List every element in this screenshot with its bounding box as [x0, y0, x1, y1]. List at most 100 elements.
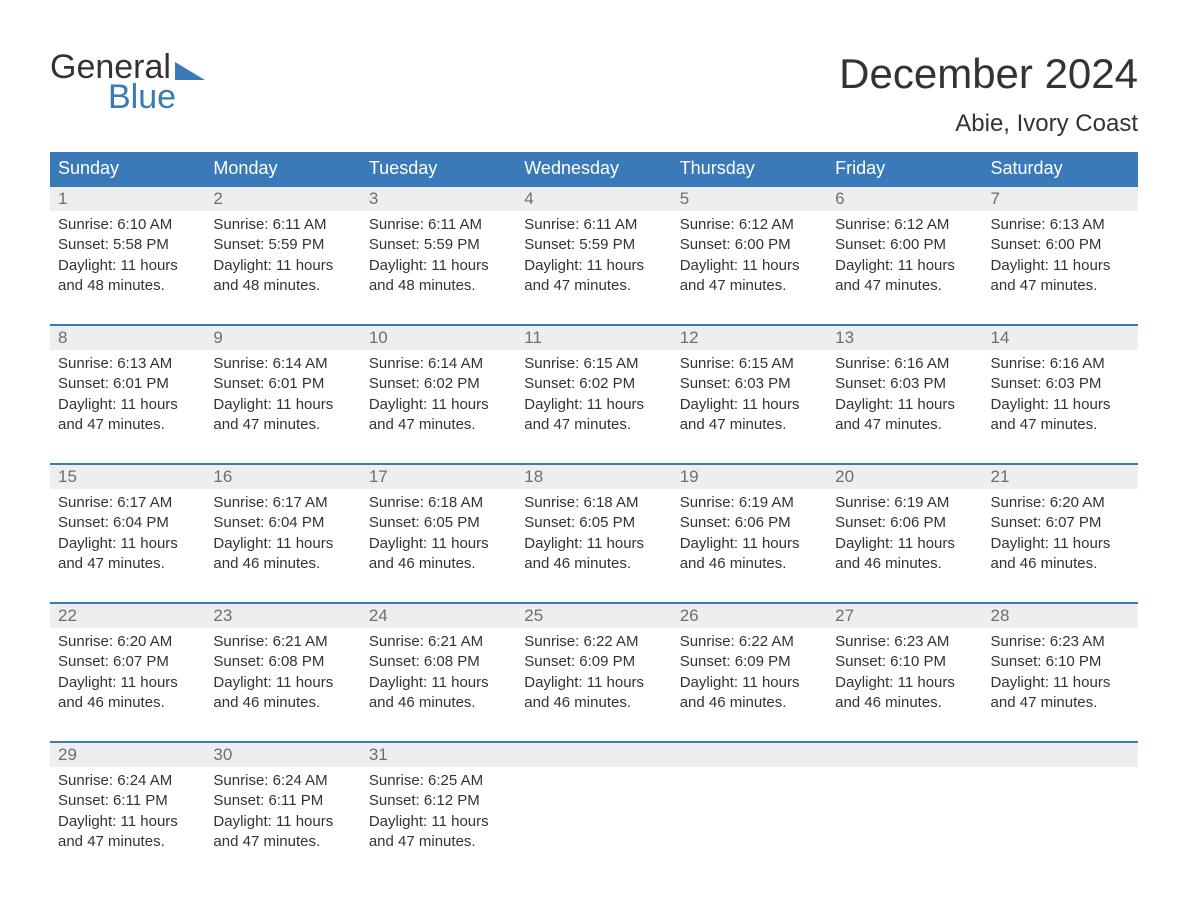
daylight-text: and 46 minutes. [58, 693, 197, 713]
day-number: 31 [361, 742, 516, 767]
daylight-text: Daylight: 11 hours [680, 395, 819, 415]
header: General Blue December 2024 Abie, Ivory C… [50, 50, 1138, 138]
daylight-text: and 46 minutes. [369, 693, 508, 713]
day-cell [672, 767, 827, 852]
daylight-text: Daylight: 11 hours [213, 673, 352, 693]
day-number: 27 [827, 603, 982, 628]
day-cell: Sunrise: 6:21 AMSunset: 6:08 PMDaylight:… [205, 628, 360, 742]
day-number: 4 [516, 186, 671, 211]
sunset-text: Sunset: 6:05 PM [524, 513, 663, 533]
sunrise-text: Sunrise: 6:18 AM [524, 493, 663, 513]
daylight-text: and 46 minutes. [835, 693, 974, 713]
day-number [827, 742, 982, 767]
day-number: 16 [205, 464, 360, 489]
sunrise-text: Sunrise: 6:22 AM [680, 632, 819, 652]
day-number [672, 742, 827, 767]
day-cell: Sunrise: 6:22 AMSunset: 6:09 PMDaylight:… [672, 628, 827, 742]
daylight-text: and 48 minutes. [58, 276, 197, 296]
daylight-text: Daylight: 11 hours [991, 534, 1130, 554]
daylight-text: Daylight: 11 hours [835, 256, 974, 276]
daylight-text: Daylight: 11 hours [213, 812, 352, 832]
daylight-text: and 47 minutes. [58, 415, 197, 435]
sunset-text: Sunset: 6:05 PM [369, 513, 508, 533]
day-number: 15 [50, 464, 205, 489]
daylight-text: Daylight: 11 hours [524, 673, 663, 693]
day-number: 14 [983, 325, 1138, 350]
sunset-text: Sunset: 5:58 PM [58, 235, 197, 255]
day-number: 24 [361, 603, 516, 628]
day-number: 30 [205, 742, 360, 767]
logo-word2: Blue [50, 80, 205, 116]
sunrise-text: Sunrise: 6:18 AM [369, 493, 508, 513]
daylight-text: and 46 minutes. [991, 554, 1130, 574]
weekday-header: Friday [827, 152, 982, 186]
day-cell [516, 767, 671, 852]
daylight-text: and 47 minutes. [991, 276, 1130, 296]
logo-triangle-icon [175, 60, 205, 80]
daylight-text: Daylight: 11 hours [58, 673, 197, 693]
daylight-text: Daylight: 11 hours [524, 256, 663, 276]
day-number-row: 891011121314 [50, 325, 1138, 350]
weekday-header: Saturday [983, 152, 1138, 186]
day-number: 22 [50, 603, 205, 628]
day-cell: Sunrise: 6:24 AMSunset: 6:11 PMDaylight:… [50, 767, 205, 852]
daylight-text: and 47 minutes. [835, 276, 974, 296]
daylight-text: and 46 minutes. [369, 554, 508, 574]
sunrise-text: Sunrise: 6:14 AM [369, 354, 508, 374]
sunrise-text: Sunrise: 6:20 AM [991, 493, 1130, 513]
weekday-header: Tuesday [361, 152, 516, 186]
sunset-text: Sunset: 6:00 PM [835, 235, 974, 255]
day-cell: Sunrise: 6:19 AMSunset: 6:06 PMDaylight:… [827, 489, 982, 603]
weekday-header: Wednesday [516, 152, 671, 186]
day-number [516, 742, 671, 767]
daylight-text: Daylight: 11 hours [369, 534, 508, 554]
sunset-text: Sunset: 6:09 PM [680, 652, 819, 672]
daylight-text: and 47 minutes. [213, 415, 352, 435]
sunrise-text: Sunrise: 6:22 AM [524, 632, 663, 652]
logo: General Blue [50, 50, 205, 115]
sunrise-text: Sunrise: 6:11 AM [524, 215, 663, 235]
daylight-text: Daylight: 11 hours [680, 534, 819, 554]
day-number: 13 [827, 325, 982, 350]
daylight-text: Daylight: 11 hours [369, 812, 508, 832]
daylight-text: Daylight: 11 hours [680, 673, 819, 693]
day-cell: Sunrise: 6:13 AMSunset: 6:00 PMDaylight:… [983, 211, 1138, 325]
sunrise-text: Sunrise: 6:11 AM [369, 215, 508, 235]
day-cell: Sunrise: 6:14 AMSunset: 6:01 PMDaylight:… [205, 350, 360, 464]
day-cell: Sunrise: 6:13 AMSunset: 6:01 PMDaylight:… [50, 350, 205, 464]
day-number: 19 [672, 464, 827, 489]
day-cell: Sunrise: 6:22 AMSunset: 6:09 PMDaylight:… [516, 628, 671, 742]
daylight-text: and 46 minutes. [835, 554, 974, 574]
day-cell: Sunrise: 6:14 AMSunset: 6:02 PMDaylight:… [361, 350, 516, 464]
sunset-text: Sunset: 6:01 PM [58, 374, 197, 394]
daylight-text: and 46 minutes. [524, 554, 663, 574]
day-number: 3 [361, 186, 516, 211]
daylight-text: Daylight: 11 hours [213, 256, 352, 276]
sunrise-text: Sunrise: 6:24 AM [213, 771, 352, 791]
daylight-text: Daylight: 11 hours [369, 673, 508, 693]
day-number: 6 [827, 186, 982, 211]
sunset-text: Sunset: 6:11 PM [58, 791, 197, 811]
daylight-text: Daylight: 11 hours [58, 812, 197, 832]
day-cell: Sunrise: 6:18 AMSunset: 6:05 PMDaylight:… [361, 489, 516, 603]
day-number-row: 293031 [50, 742, 1138, 767]
weekday-header-row: Sunday Monday Tuesday Wednesday Thursday… [50, 152, 1138, 186]
day-cell: Sunrise: 6:17 AMSunset: 6:04 PMDaylight:… [50, 489, 205, 603]
sunrise-text: Sunrise: 6:23 AM [991, 632, 1130, 652]
daylight-text: and 46 minutes. [680, 554, 819, 574]
week-content-row: Sunrise: 6:13 AMSunset: 6:01 PMDaylight:… [50, 350, 1138, 464]
sunrise-text: Sunrise: 6:19 AM [680, 493, 819, 513]
sunrise-text: Sunrise: 6:13 AM [58, 354, 197, 374]
daylight-text: and 47 minutes. [680, 415, 819, 435]
daylight-text: Daylight: 11 hours [58, 534, 197, 554]
daylight-text: and 47 minutes. [835, 415, 974, 435]
day-cell [983, 767, 1138, 852]
daylight-text: and 47 minutes. [991, 415, 1130, 435]
daylight-text: Daylight: 11 hours [58, 395, 197, 415]
sunset-text: Sunset: 6:12 PM [369, 791, 508, 811]
sunset-text: Sunset: 6:10 PM [835, 652, 974, 672]
day-number: 12 [672, 325, 827, 350]
daylight-text: and 47 minutes. [58, 832, 197, 852]
sunrise-text: Sunrise: 6:13 AM [991, 215, 1130, 235]
sunset-text: Sunset: 6:11 PM [213, 791, 352, 811]
